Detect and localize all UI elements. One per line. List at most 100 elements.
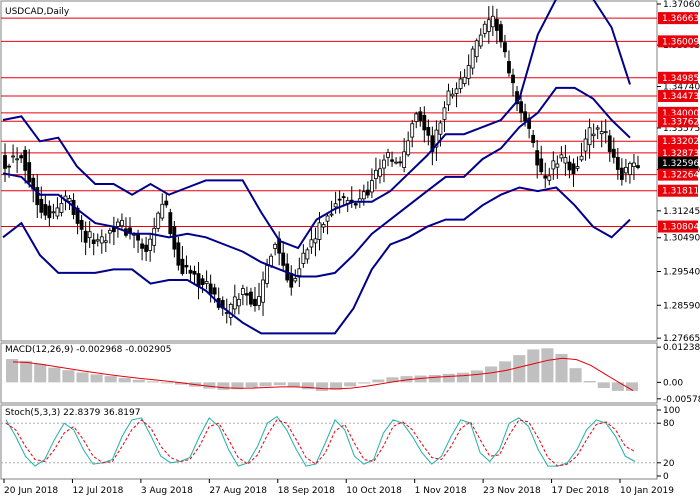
macd-histogram-bar [132, 379, 145, 383]
candle-body [87, 231, 92, 239]
macd-histogram-bar [76, 372, 89, 383]
macd-histogram-bar [62, 370, 75, 383]
candle-body [297, 268, 302, 276]
stoch-signal-line [5, 419, 636, 467]
level-tag-label: 1.32873 [662, 149, 699, 159]
level-tag-label: 1.31811 [662, 187, 699, 197]
candle-body [563, 157, 568, 164]
candle-body [478, 34, 483, 47]
candle-body [458, 78, 463, 89]
candle-body [136, 233, 140, 241]
macd-histogram-bar [611, 382, 624, 391]
level-tag-label: 1.33202 [662, 137, 699, 147]
stoch-panel-frame [0, 404, 658, 480]
macd-histogram-bar [217, 382, 230, 390]
candle-body [414, 113, 419, 122]
time-axis-label: 10 Jan 2019 [620, 486, 674, 496]
candle-body [438, 122, 443, 135]
candle-body [172, 226, 177, 250]
candle-body [240, 288, 245, 295]
candle-body [289, 273, 294, 288]
candle-body [51, 211, 56, 214]
candle-body [628, 162, 632, 175]
level-tag-label: 1.34000 [662, 109, 699, 119]
candle-body [378, 168, 382, 177]
price-axis-label: 1.27665 [663, 334, 700, 344]
candle-body [390, 159, 394, 162]
level-tag-label: 1.36009 [662, 37, 699, 47]
candle-body [539, 158, 544, 173]
macd-histogram-bar [372, 379, 385, 383]
macd-histogram-bar [273, 382, 286, 386]
candle-body [83, 230, 88, 243]
candle-body [329, 213, 334, 216]
candle-body [228, 304, 233, 318]
candle-body [470, 48, 475, 69]
time-axis-label: 20 Jun 2018 [4, 486, 58, 496]
candle-body [257, 296, 261, 306]
candle-body [111, 227, 116, 233]
candle-body [35, 187, 40, 206]
time-axis-label: 3 Aug 2018 [141, 486, 193, 496]
candle-body [446, 90, 451, 106]
candle-body [607, 135, 612, 153]
macd-histogram-bar [400, 376, 413, 383]
candle-body [253, 298, 257, 307]
candle-body [204, 281, 209, 284]
candle-body [317, 222, 322, 240]
price-panel-frame [0, 0, 658, 342]
price-axis-label: 1.33575 [663, 124, 700, 134]
candle-body [365, 189, 370, 196]
candle-body [168, 212, 173, 235]
macd-histogram-bar [48, 367, 61, 383]
macd-panel: 0.012387 0.00 -0.005782 [6, 343, 700, 405]
candle-body [140, 243, 144, 249]
candle-body [196, 273, 201, 287]
candle-body [184, 264, 189, 268]
candle-body [418, 111, 423, 121]
candle-body [450, 93, 455, 97]
candle-body [507, 61, 511, 74]
candle-body [599, 131, 604, 135]
macd-histogram-bar [527, 349, 540, 383]
time-axis-label: 1 Nov 2018 [415, 486, 467, 496]
candle-body [39, 198, 44, 213]
candle-body [490, 15, 495, 28]
candle-body [249, 291, 253, 305]
candle-body [180, 258, 185, 274]
price-axis-label: 1.31245 [663, 207, 700, 217]
candle-body [555, 163, 560, 168]
macd-axis-label: 0.00 [663, 378, 683, 388]
candle-body [515, 91, 519, 105]
candle-body [454, 88, 459, 94]
candle-body [603, 131, 608, 134]
chart-symbol-label: USDCAD,Daily [5, 7, 70, 17]
macd-histogram-bar [597, 382, 610, 389]
candle-body [156, 212, 161, 229]
macd-histogram-bar [428, 374, 441, 383]
candle-body [591, 133, 596, 137]
candle-body [200, 278, 205, 285]
candle-body [353, 203, 358, 206]
candle-body [611, 148, 616, 158]
level-tag [658, 184, 698, 197]
candle-body [305, 249, 310, 260]
candle-body [402, 151, 407, 168]
macd-histogram-bar [104, 376, 117, 383]
candle-body [281, 252, 286, 266]
candle-body [543, 175, 548, 179]
candle-body [15, 158, 20, 161]
candle-body [486, 19, 491, 32]
candle-body [95, 239, 100, 242]
candle-body [434, 129, 439, 148]
candle-body [212, 287, 217, 295]
candle-body [619, 167, 624, 180]
candle-body [309, 239, 314, 248]
candle-body [623, 166, 628, 174]
candle-body [422, 114, 427, 131]
time-axis-label: 10 Oct 2018 [346, 486, 402, 496]
candle-body [535, 150, 540, 166]
macd-histogram-bar [315, 382, 329, 391]
level-tag [658, 35, 698, 48]
